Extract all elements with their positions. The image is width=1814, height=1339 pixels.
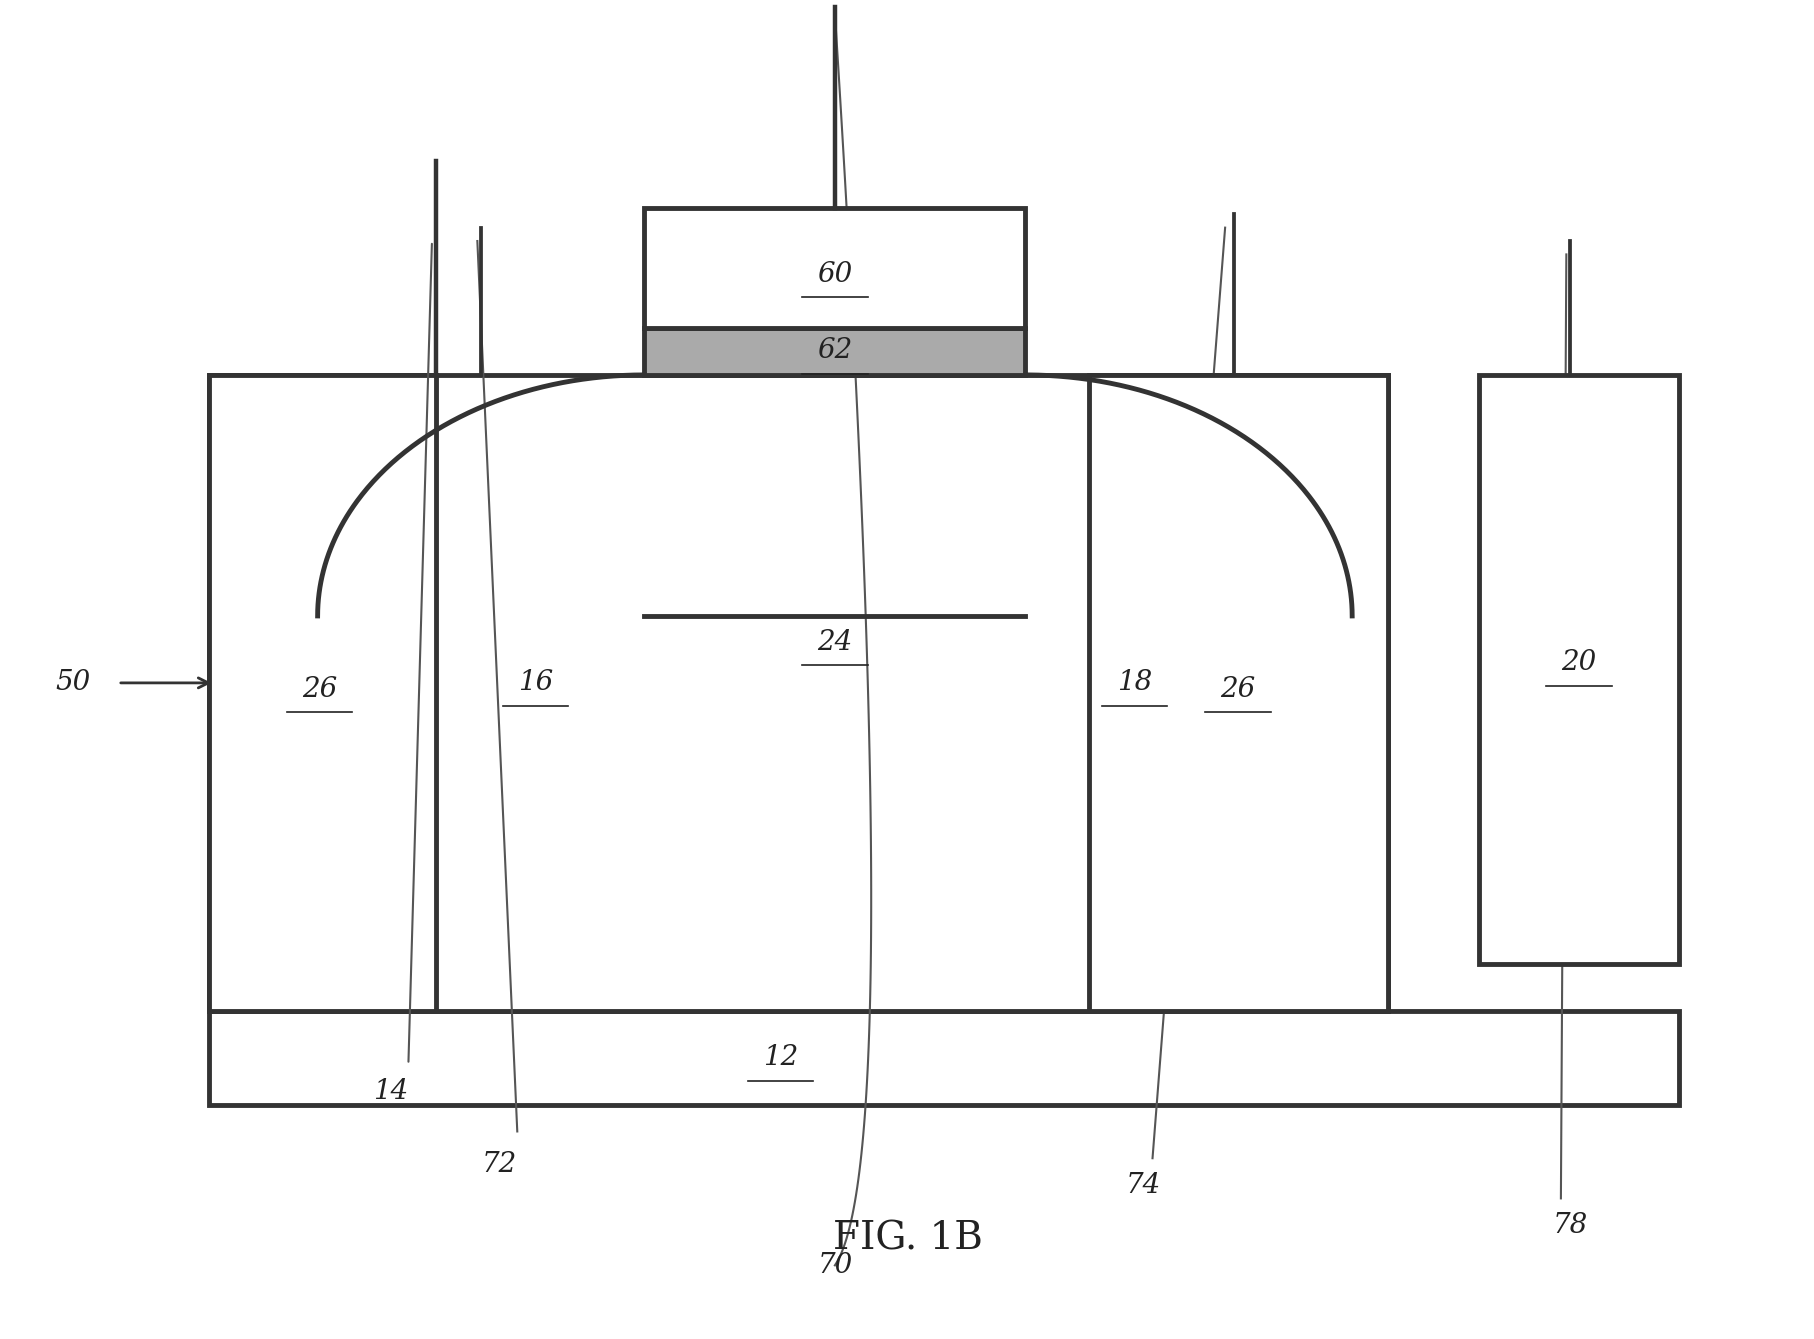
Text: 60: 60: [816, 261, 853, 288]
Text: 16: 16: [517, 670, 553, 696]
Text: 70: 70: [816, 1252, 853, 1279]
Text: 18: 18: [1116, 670, 1152, 696]
Bar: [1088, 375, 1388, 1011]
Text: 74: 74: [1125, 1172, 1161, 1198]
Text: 26: 26: [301, 676, 337, 703]
Bar: [209, 1011, 1678, 1105]
Bar: [209, 375, 1388, 1011]
Text: FIG. 1B: FIG. 1B: [833, 1220, 981, 1257]
Text: 12: 12: [762, 1044, 798, 1071]
Bar: [1478, 375, 1678, 964]
Bar: [209, 375, 435, 1011]
Text: 24: 24: [816, 629, 853, 656]
Bar: [644, 328, 1025, 375]
Text: 20: 20: [1560, 649, 1596, 676]
Text: 26: 26: [1219, 676, 1255, 703]
Text: 14: 14: [372, 1078, 408, 1105]
Text: 72: 72: [481, 1152, 517, 1178]
Text: 50: 50: [54, 670, 91, 696]
Text: 62: 62: [816, 337, 853, 364]
Bar: [644, 208, 1025, 328]
Text: 78: 78: [1551, 1212, 1587, 1239]
